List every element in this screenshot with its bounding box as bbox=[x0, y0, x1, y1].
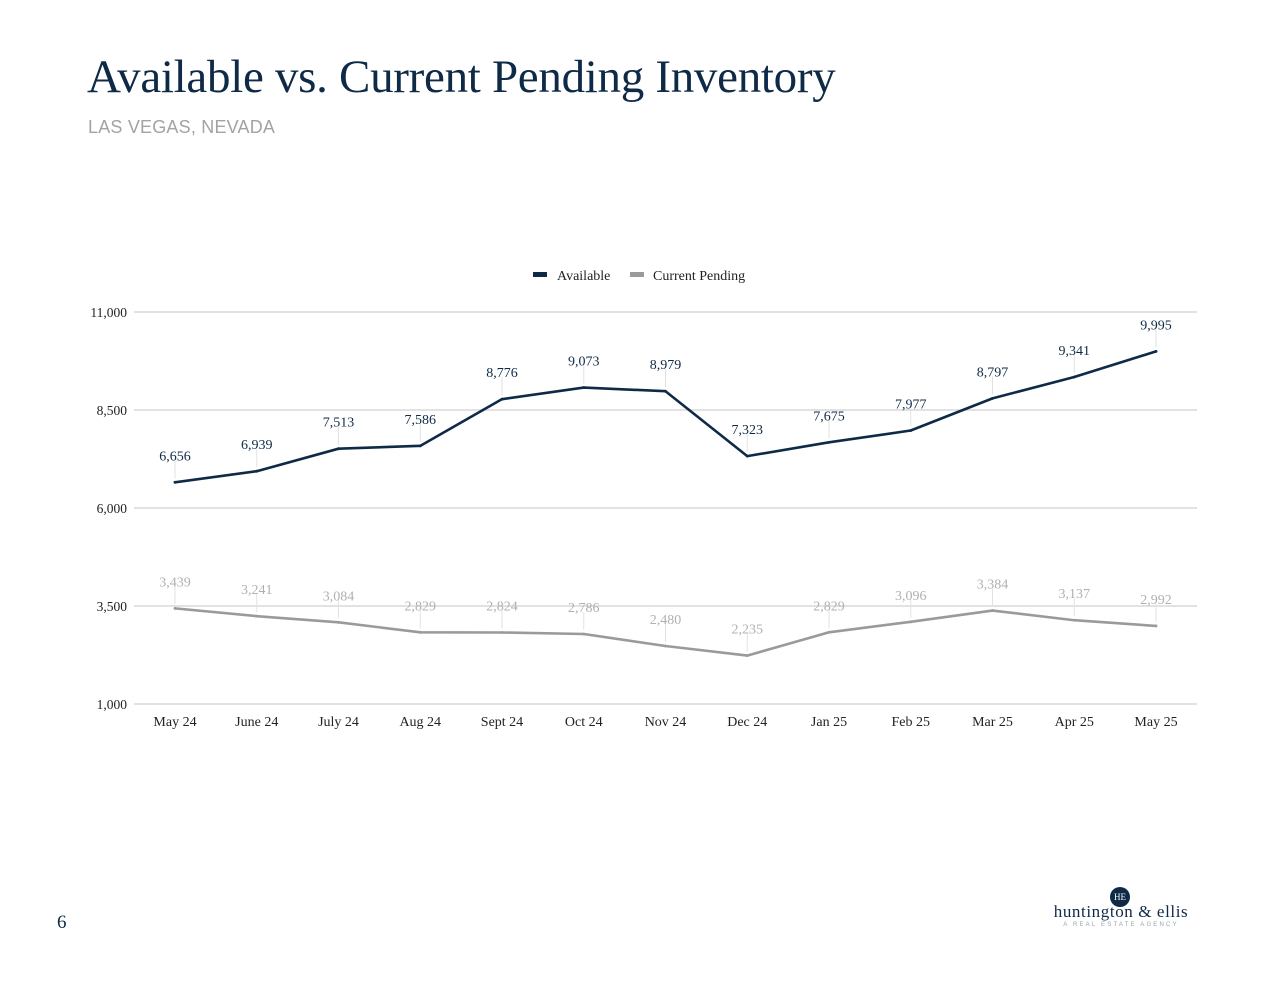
x-tick-label: Mar 25 bbox=[972, 715, 1013, 730]
pending-data-point bbox=[500, 631, 504, 634]
legend-swatch bbox=[630, 272, 644, 277]
x-tick-label: Aug 24 bbox=[399, 715, 441, 730]
x-tick-label: May 24 bbox=[153, 715, 196, 730]
logo-name: huntington & ellis bbox=[1053, 902, 1189, 921]
pending-data-label: 3,439 bbox=[159, 575, 191, 590]
available-data-label: 9,341 bbox=[1059, 344, 1091, 359]
logo-tagline: A REAL ESTATE AGENCY bbox=[1063, 922, 1179, 928]
available-data-point bbox=[337, 447, 340, 451]
pending-data-point bbox=[909, 620, 913, 624]
available-data-label: 7,977 bbox=[895, 398, 927, 413]
pending-data-label: 2,992 bbox=[1140, 593, 1172, 608]
x-tick-label: Nov 24 bbox=[645, 715, 687, 730]
available-data-label: 8,797 bbox=[977, 365, 1009, 380]
x-tick-label: Jan 25 bbox=[811, 715, 847, 730]
available-data-label: 8,979 bbox=[650, 358, 682, 373]
available-data-point bbox=[173, 480, 177, 484]
x-tick-label: Apr 25 bbox=[1055, 715, 1094, 730]
pending-data-point bbox=[255, 614, 259, 618]
pending-data-label: 3,084 bbox=[323, 589, 355, 604]
available-data-label: 8,776 bbox=[486, 366, 518, 381]
legend-swatch bbox=[533, 272, 547, 277]
available-data-label: 6,939 bbox=[241, 438, 273, 453]
available-data-point bbox=[582, 386, 586, 389]
available-data-label: 7,675 bbox=[813, 409, 845, 424]
page-title: Available vs. Current Pending Inventory bbox=[87, 51, 836, 103]
available-data-label: 7,586 bbox=[405, 413, 437, 428]
logo-monogram-icon: HE bbox=[1110, 887, 1130, 907]
available-data-point bbox=[1154, 349, 1158, 353]
available-data-label: 9,073 bbox=[568, 355, 600, 370]
x-tick-label: July 24 bbox=[318, 715, 359, 730]
available-data-point bbox=[745, 454, 749, 458]
available-data-point bbox=[991, 396, 994, 400]
available-data-point bbox=[827, 440, 831, 444]
x-tick-label: Feb 25 bbox=[892, 715, 931, 730]
x-tick-label: Dec 24 bbox=[727, 715, 767, 730]
pending-data-point bbox=[1072, 618, 1076, 622]
legend-label: Current Pending bbox=[653, 269, 745, 284]
y-tick-label: 11,000 bbox=[90, 305, 127, 320]
y-tick-label: 8,500 bbox=[97, 403, 128, 418]
available-data-label: 7,323 bbox=[732, 423, 764, 438]
page-subtitle: LAS VEGAS, NEVADA bbox=[88, 117, 276, 137]
page-number: 6 bbox=[57, 912, 67, 933]
available-data-point bbox=[500, 397, 504, 401]
pending-data-label: 2,235 bbox=[732, 623, 764, 638]
pending-data-label: 2,829 bbox=[405, 599, 437, 614]
pending-data-label: 2,824 bbox=[486, 599, 518, 614]
available-data-label: 7,513 bbox=[323, 416, 355, 431]
x-tick-label: June 24 bbox=[235, 715, 278, 730]
pending-data-point bbox=[337, 620, 340, 624]
y-tick-label: 3,500 bbox=[97, 599, 128, 614]
available-data-point bbox=[255, 469, 259, 473]
pending-data-point bbox=[991, 609, 994, 612]
x-tick-label: May 25 bbox=[1134, 715, 1177, 730]
y-tick-label: 1,000 bbox=[97, 697, 128, 712]
available-data-point bbox=[909, 429, 913, 432]
pending-data-point bbox=[745, 654, 749, 657]
pending-data-point bbox=[1154, 624, 1158, 628]
pending-data-point bbox=[827, 630, 831, 634]
y-tick-label: 6,000 bbox=[97, 501, 128, 516]
pending-data-label: 3,384 bbox=[977, 578, 1009, 593]
available-data-point bbox=[664, 389, 667, 393]
pending-data-label: 2,786 bbox=[568, 601, 600, 616]
pending-data-label: 2,829 bbox=[813, 599, 845, 614]
pending-data-label: 3,241 bbox=[241, 583, 273, 598]
available-data-point bbox=[418, 444, 422, 448]
pending-data-point bbox=[664, 644, 667, 648]
available-data-label: 9,995 bbox=[1140, 318, 1172, 333]
pending-data-point bbox=[173, 606, 177, 610]
pending-data-label: 2,480 bbox=[650, 613, 682, 628]
pending-data-label: 3,137 bbox=[1059, 587, 1091, 602]
available-data-point bbox=[1072, 375, 1076, 379]
pending-data-point bbox=[582, 632, 586, 636]
available-data-label: 6,656 bbox=[159, 449, 191, 464]
x-tick-label: Oct 24 bbox=[565, 715, 603, 730]
pending-data-label: 3,096 bbox=[895, 589, 927, 604]
x-tick-label: Sept 24 bbox=[481, 715, 523, 730]
legend-label: Available bbox=[557, 269, 610, 284]
pending-data-point bbox=[418, 630, 422, 634]
company-logo: HE huntington & ellis A REAL ESTATE AGEN… bbox=[1046, 884, 1196, 934]
